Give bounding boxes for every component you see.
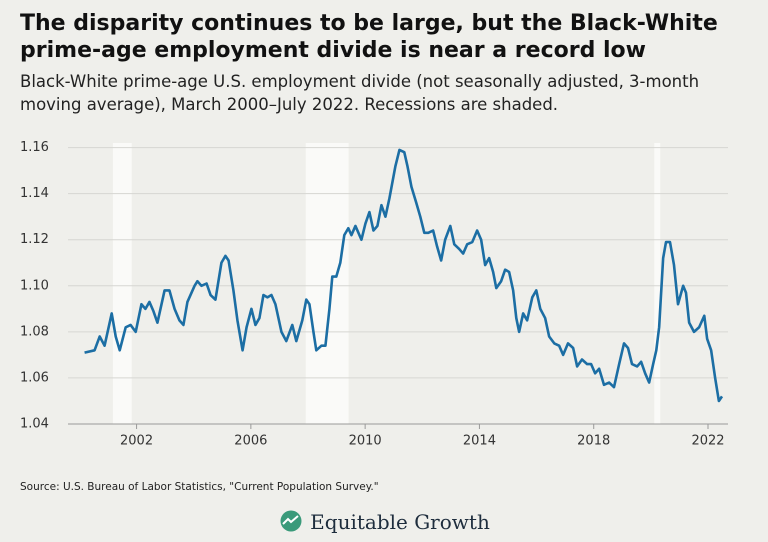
y-tick-label: 1.14 <box>20 186 49 201</box>
data-line <box>84 148 724 403</box>
y-tick-label: 1.06 <box>20 370 49 385</box>
source-note: Source: U.S. Bureau of Labor Statistics,… <box>20 481 379 493</box>
chart-title: The disparity continues to be large, but… <box>20 11 718 63</box>
x-tick-label: 2014 <box>463 434 496 449</box>
y-tick-label: 1.16 <box>20 140 49 155</box>
brand-name: Equitable Growth <box>310 510 490 534</box>
y-tick-label: 1.10 <box>20 278 49 293</box>
y-tick-label: 1.12 <box>20 232 49 247</box>
recession-band <box>305 143 349 424</box>
chart-subtitle: Black-White prime-age U.S. employment di… <box>20 72 700 114</box>
chart: 1.04 1.06 1.08 1.10 1.12 1.14 1.16 2002 2006 2010… <box>20 140 728 449</box>
y-tick-label: 1.04 <box>20 417 49 432</box>
x-tick-label: 2022 <box>691 434 724 449</box>
x-tick-label: 2006 <box>234 434 267 449</box>
x-tick-label: 2018 <box>577 434 610 449</box>
x-tick-label: 2010 <box>349 434 382 449</box>
x-tick-label: 2002 <box>120 434 153 449</box>
y-tick-label: 1.08 <box>20 324 49 339</box>
recession-band <box>112 143 132 424</box>
brand-logo <box>280 510 302 532</box>
brand: Equitable Growth <box>0 510 768 534</box>
recession-band <box>654 143 661 424</box>
